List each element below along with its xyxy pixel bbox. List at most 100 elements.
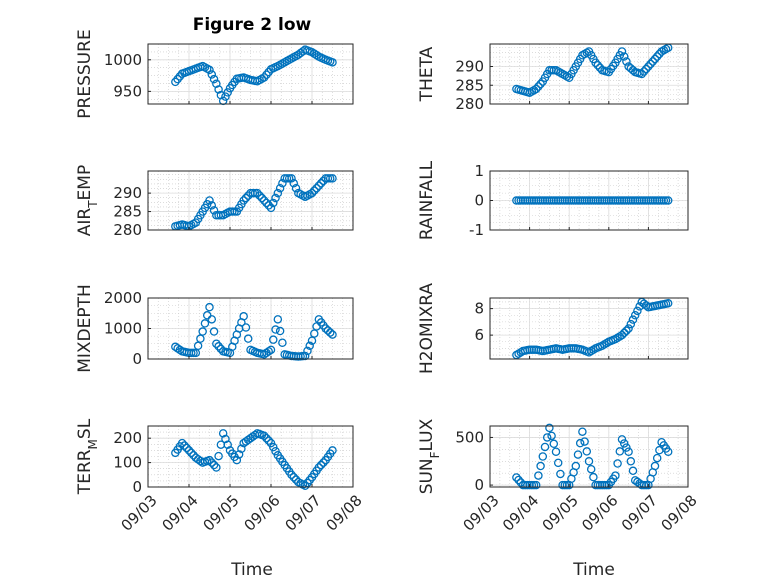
y-axis-label: PRESSURE: [75, 29, 95, 118]
data-point-interp: [316, 179, 326, 188]
x-tick-label: 09/04: [499, 491, 542, 534]
data-point-interp: [310, 186, 319, 195]
data-point-interp: [305, 341, 314, 351]
data-point-interp: [312, 183, 321, 193]
data-point: [273, 188, 283, 198]
data-point-interp: [615, 447, 625, 456]
data-point-interp: [549, 439, 559, 449]
data-point-interp: [221, 92, 230, 101]
axes-box: [147, 170, 354, 231]
data-point-interp: [619, 439, 629, 448]
y-axis-label: H2OMIXRA: [417, 283, 437, 374]
data-point: [578, 427, 587, 436]
data-point: [663, 447, 673, 456]
y-tick-label: 285: [455, 76, 484, 94]
data-point-interp: [534, 471, 543, 480]
data-point-interp: [580, 437, 589, 446]
data-point: [663, 299, 673, 308]
data-point-interp: [209, 460, 219, 470]
data-point: [617, 47, 627, 56]
data-point-interp: [269, 198, 278, 208]
data-point-interp: [586, 464, 596, 474]
y-tick-label: 6: [474, 326, 484, 344]
y-tick-label: 2000: [104, 289, 142, 307]
data-point: [611, 471, 620, 480]
y-tick-label: 290: [455, 58, 484, 76]
data-point-interp: [626, 319, 636, 329]
data-point: [314, 181, 324, 190]
data-point-interp: [209, 74, 219, 84]
data-point-interp: [593, 61, 603, 70]
y-tick-label: 280: [113, 221, 142, 239]
x-tick-label: 09/06: [578, 491, 621, 534]
x-tick-label: 09/08: [657, 491, 700, 534]
data-point: [538, 452, 548, 461]
data-point: [307, 188, 317, 198]
data-point-interp: [207, 315, 217, 324]
data-point-interp: [289, 472, 299, 482]
data-point: [205, 302, 214, 312]
data-point-interp: [639, 67, 649, 76]
data-point-interp: [540, 442, 550, 452]
data-point-interp: [542, 433, 552, 442]
y-tick-label: 1: [474, 162, 484, 180]
data-point-interp: [536, 79, 545, 89]
x-tick-label: 09/04: [158, 491, 201, 534]
data-point-interp: [316, 460, 326, 470]
data-point-interp: [648, 57, 658, 66]
data-point-interp: [641, 64, 651, 74]
data-point-interp: [628, 66, 638, 75]
x-tick-label: 09/03: [117, 491, 160, 534]
data-point: [328, 58, 337, 67]
y-tick-label: 0: [132, 350, 142, 368]
data-point-interp: [214, 451, 223, 461]
data-point: [273, 315, 283, 324]
data-point: [232, 455, 242, 465]
data-point-interp: [622, 443, 631, 452]
y-tick-label: 8: [474, 300, 484, 318]
data-point-interp: [243, 334, 253, 343]
data-point: [287, 470, 296, 480]
data-point: [531, 84, 541, 94]
x-tick-label: 09/07: [618, 491, 661, 534]
data-point-interp: [553, 458, 563, 468]
data-point-interp: [271, 193, 280, 203]
data-point: [644, 62, 653, 71]
data-point: [259, 196, 269, 205]
data-point-interp: [582, 447, 592, 456]
data-point-interp: [271, 325, 280, 334]
data-point: [531, 480, 541, 490]
data-point-interp: [291, 183, 301, 193]
data-point: [328, 330, 337, 339]
data-point-interp: [264, 201, 273, 210]
x-tick-label: 09/03: [459, 491, 502, 534]
data-point: [650, 461, 660, 471]
y-tick-label: 500: [455, 428, 484, 446]
data-point-interp: [207, 70, 217, 79]
subplot-h2omixra: 6 8 H2OMIXRA: [417, 283, 689, 374]
y-axis-label: AIRTEMP: [75, 165, 100, 236]
data-point-interp: [241, 193, 251, 203]
data-point-interp: [187, 348, 196, 358]
data-point-interp: [269, 442, 278, 452]
data-point-interp: [234, 450, 244, 459]
data-point-interp: [269, 335, 278, 344]
data-point: [624, 447, 633, 456]
data-point-interp: [207, 458, 217, 467]
data-point-interp: [214, 342, 223, 351]
y-axis-label: MIXDEPTH: [75, 284, 95, 373]
subplot-pressure: 950 1000 PRESSURE: [75, 29, 354, 119]
y-tick-label: 280: [455, 95, 484, 113]
data-point-interp: [536, 461, 545, 471]
axes-box: [147, 43, 354, 105]
subplot-rainfall: -1 0 1 RAINFALL: [417, 160, 689, 240]
y-tick-label: 0: [132, 478, 142, 496]
data-point-interp: [264, 436, 273, 445]
data-point: [512, 473, 521, 482]
data-point: [239, 312, 248, 321]
data-point: [205, 196, 214, 205]
data-point-interp: [619, 328, 629, 338]
data-point: [266, 345, 276, 355]
